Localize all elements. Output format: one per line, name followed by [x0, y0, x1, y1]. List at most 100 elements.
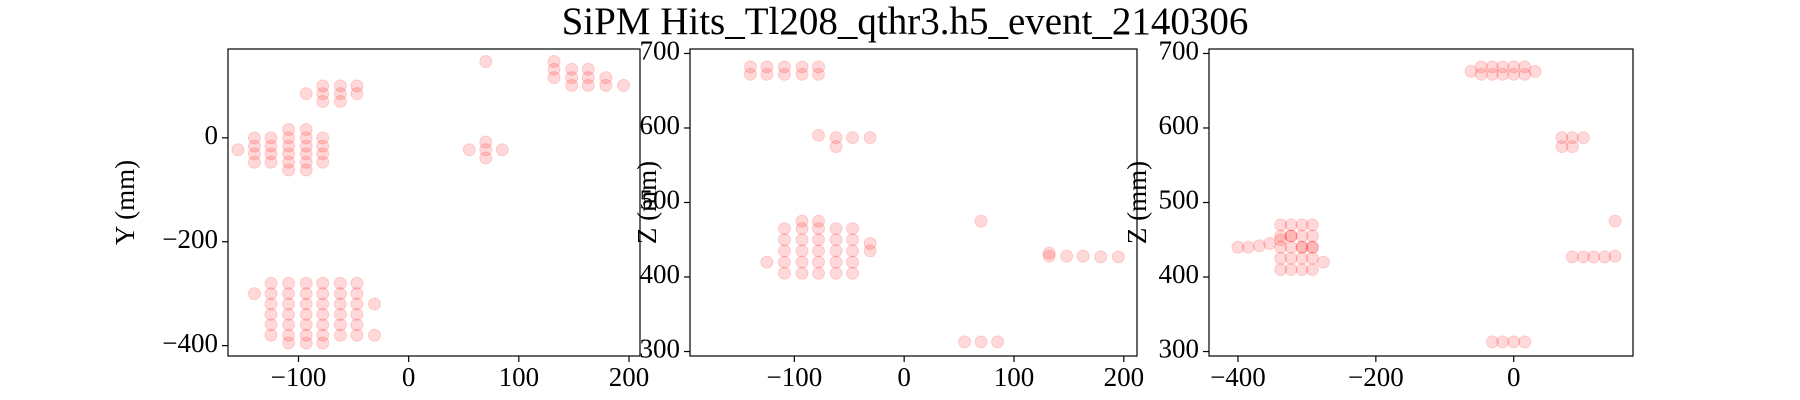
point: [479, 143, 493, 157]
point: [743, 67, 757, 81]
point: [316, 147, 330, 161]
point: [1518, 335, 1532, 349]
point: [1507, 335, 1521, 349]
point: [1305, 218, 1319, 232]
point: [1507, 60, 1521, 74]
point: [958, 335, 972, 349]
point: [299, 336, 313, 350]
point: [547, 62, 561, 76]
point: [282, 123, 296, 137]
point: [777, 244, 791, 258]
x-tick-label: −100: [766, 362, 822, 392]
point: [811, 128, 825, 142]
x-tick-label: −200: [1348, 362, 1404, 392]
point: [846, 222, 860, 236]
point: [1274, 251, 1288, 265]
point: [368, 328, 382, 342]
point: [795, 266, 809, 280]
x-tick-label: 0: [402, 362, 416, 392]
point: [282, 328, 296, 342]
point: [282, 276, 296, 290]
point: [1284, 218, 1298, 232]
y-tick-label: 700: [640, 36, 681, 66]
point: [1284, 229, 1298, 243]
point: [743, 60, 757, 74]
point: [316, 94, 330, 108]
point: [795, 233, 809, 247]
point: [316, 307, 330, 321]
point: [333, 87, 347, 101]
point: [264, 328, 278, 342]
point: [282, 155, 296, 169]
point: [974, 214, 988, 228]
point: [350, 276, 364, 290]
point: [1305, 240, 1319, 254]
point: [795, 214, 809, 228]
point: [299, 131, 313, 145]
point: [316, 139, 330, 153]
y-tick-label: 500: [640, 185, 681, 215]
point: [299, 163, 313, 177]
point: [1518, 67, 1532, 81]
point: [811, 244, 825, 258]
point: [299, 155, 313, 169]
point: [264, 276, 278, 290]
point: [282, 131, 296, 145]
point: [264, 297, 278, 311]
axes-frame: [227, 48, 641, 357]
point: [760, 60, 774, 74]
point: [1295, 251, 1309, 265]
point: [1284, 263, 1298, 277]
point: [350, 318, 364, 332]
point: [1284, 229, 1298, 243]
point: [811, 266, 825, 280]
point: [1295, 240, 1309, 254]
point: [1565, 131, 1579, 145]
point: [1284, 251, 1298, 265]
point: [282, 147, 296, 161]
point: [829, 131, 843, 145]
point: [811, 233, 825, 247]
point: [1485, 67, 1499, 81]
point: [829, 266, 843, 280]
point: [846, 244, 860, 258]
x-tick-label: 100: [994, 362, 1035, 392]
point: [795, 222, 809, 236]
point: [1284, 240, 1298, 254]
y-tick-label: 600: [1159, 110, 1200, 140]
point: [1274, 229, 1288, 243]
point: [1576, 250, 1590, 264]
point: [1496, 335, 1510, 349]
point: [1496, 67, 1510, 81]
point: [829, 233, 843, 247]
y-tick-label: 300: [1159, 334, 1200, 364]
point: [299, 139, 313, 153]
point: [777, 266, 791, 280]
point: [282, 318, 296, 332]
point: [462, 143, 476, 157]
point: [565, 71, 579, 85]
point: [1094, 250, 1108, 264]
point: [247, 131, 261, 145]
point: [777, 222, 791, 236]
x-tick-label: 100: [499, 362, 540, 392]
x-tick-label: −100: [271, 362, 327, 392]
point: [1474, 60, 1488, 74]
point: [333, 287, 347, 301]
point: [350, 307, 364, 321]
point: [1274, 218, 1288, 232]
point: [316, 155, 330, 169]
y-tick-label: 500: [1159, 185, 1200, 215]
point: [1485, 60, 1499, 74]
point: [333, 79, 347, 93]
point: [846, 255, 860, 269]
point: [777, 67, 791, 81]
point: [316, 318, 330, 332]
point: [581, 78, 595, 92]
point: [333, 94, 347, 108]
point: [282, 139, 296, 153]
point: [316, 87, 330, 101]
point: [333, 318, 347, 332]
point: [247, 287, 261, 301]
point: [1464, 64, 1478, 78]
